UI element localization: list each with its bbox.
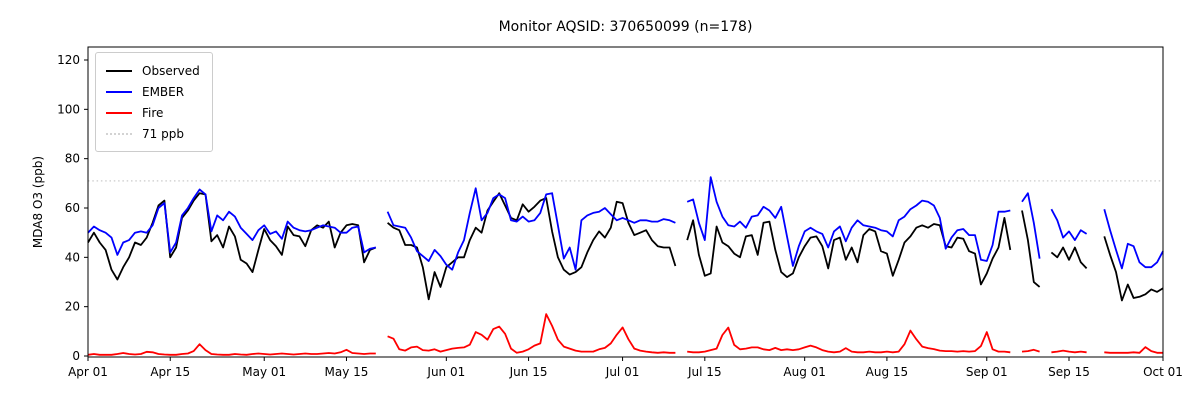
x-tick-label: May 01 bbox=[242, 365, 286, 379]
x-tick-label: Sep 15 bbox=[1048, 365, 1090, 379]
axes-spines bbox=[87, 46, 1164, 358]
legend-label-threshold: 71 ppb bbox=[142, 126, 184, 141]
x-tick-label: Apr 01 bbox=[68, 365, 108, 379]
y-tick-label: 80 bbox=[65, 152, 80, 166]
legend-item-ember: EMBER bbox=[106, 81, 200, 102]
y-tick-label: 20 bbox=[65, 300, 80, 314]
y-tick-label: 100 bbox=[57, 102, 80, 116]
chart-title: Monitor AQSID: 370650099 (n=178) bbox=[498, 19, 753, 35]
observed-series-line bbox=[87, 192, 1164, 302]
x-tick-label: Aug 15 bbox=[866, 365, 909, 379]
legend-item-threshold: 71 ppb bbox=[106, 123, 200, 144]
x-tick-label: Sep 01 bbox=[966, 365, 1008, 379]
x-tick-label: May 15 bbox=[325, 365, 369, 379]
x-tick-label: Jun 15 bbox=[509, 365, 548, 379]
x-tick-label: Apr 15 bbox=[150, 365, 190, 379]
threshold-line-swatch bbox=[106, 132, 132, 135]
y-tick-label: 40 bbox=[65, 250, 80, 264]
y-tick-label: 0 bbox=[72, 349, 80, 363]
x-tick-label: Jul 15 bbox=[687, 365, 722, 379]
legend-item-observed: Observed bbox=[106, 60, 200, 81]
x-tick-label: Oct 01 bbox=[1143, 365, 1183, 379]
x-tick-label: Jun 01 bbox=[426, 365, 465, 379]
fire-series-line bbox=[87, 313, 1163, 356]
legend-label-fire: Fire bbox=[142, 105, 164, 120]
x-tick-label: Jul 01 bbox=[605, 365, 640, 379]
legend-label-observed: Observed bbox=[142, 63, 200, 78]
legend-label-ember: EMBER bbox=[142, 84, 185, 99]
observed-line-swatch bbox=[106, 69, 132, 72]
y-tick-label: 60 bbox=[65, 201, 80, 215]
ember-series-line bbox=[87, 176, 1164, 271]
x-tick-label: Aug 01 bbox=[783, 365, 826, 379]
legend-item-fire: Fire bbox=[106, 102, 200, 123]
legend: Observed EMBER Fire 71 ppb bbox=[95, 52, 213, 152]
y-tick-label: 120 bbox=[57, 53, 80, 67]
ember-line-swatch bbox=[106, 90, 132, 93]
fire-line-swatch bbox=[106, 111, 132, 114]
